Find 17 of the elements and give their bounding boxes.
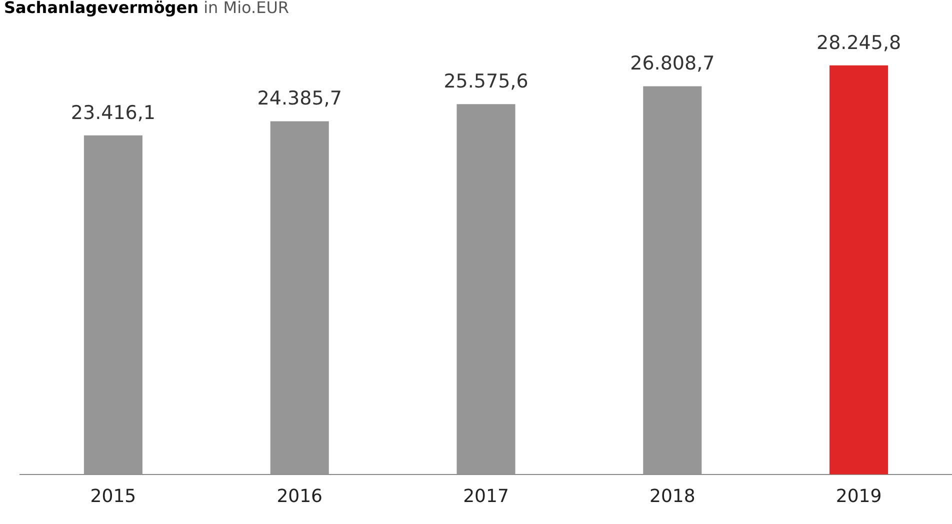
x-tick-label: 2017: [463, 486, 509, 507]
bar: [643, 86, 702, 474]
data-label: 26.808,7: [630, 52, 715, 75]
chart-title: Sachanlagevermögen: [4, 0, 198, 17]
data-label: 23.416,1: [70, 102, 156, 124]
x-tick-label: 2018: [649, 486, 696, 507]
data-label: 25.575,6: [444, 70, 528, 93]
bar: [270, 121, 329, 474]
x-tick-label: 2015: [90, 486, 136, 507]
bar: [84, 135, 142, 474]
data-label: 28.245,8: [816, 32, 902, 54]
chart-subtitle: in Mio.EUR: [204, 0, 290, 17]
bar: [456, 104, 516, 474]
data-label: 24.385,7: [257, 88, 342, 110]
bar: [830, 65, 888, 474]
x-tick-label: 2016: [276, 486, 323, 507]
x-tick-label: 2019: [836, 486, 882, 507]
